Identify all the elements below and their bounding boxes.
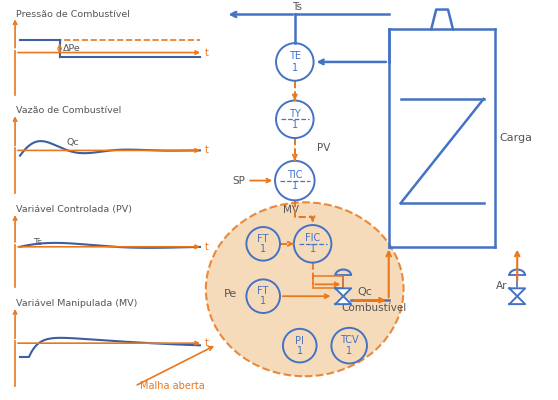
Text: MV: MV [283, 205, 299, 215]
Text: TIC: TIC [287, 170, 302, 180]
Text: TY: TY [289, 109, 301, 119]
Polygon shape [335, 296, 351, 304]
Text: 1: 1 [292, 120, 298, 130]
Polygon shape [509, 288, 525, 296]
Text: Ts: Ts [292, 2, 302, 12]
Text: 1: 1 [292, 62, 298, 72]
Text: FT: FT [257, 234, 269, 244]
Text: 1: 1 [346, 346, 352, 356]
Text: Vazão de Combustível: Vazão de Combustível [16, 106, 121, 116]
Text: TE: TE [289, 51, 301, 61]
Text: t: t [205, 338, 209, 348]
Text: Ts: Ts [33, 238, 42, 247]
Text: PV: PV [316, 143, 330, 153]
Text: Malha aberta: Malha aberta [140, 381, 204, 391]
Ellipse shape [206, 202, 403, 376]
Text: Ar: Ar [496, 281, 507, 291]
Text: t: t [205, 146, 209, 156]
Text: 1: 1 [260, 296, 266, 306]
Text: TCV: TCV [340, 335, 358, 345]
Text: PI: PI [295, 336, 304, 346]
Text: t: t [205, 48, 209, 58]
Text: Carga: Carga [499, 133, 532, 143]
Text: FIC: FIC [305, 233, 320, 243]
Text: Variável Controlada (PV): Variável Controlada (PV) [16, 205, 132, 214]
Text: Qc: Qc [357, 287, 372, 297]
Text: Pressão de Combustível: Pressão de Combustível [16, 10, 130, 18]
Text: FT: FT [257, 286, 269, 296]
Text: 1: 1 [297, 346, 303, 356]
Text: Combustível: Combustível [341, 303, 407, 313]
Text: SP: SP [233, 176, 246, 186]
Text: Qc: Qc [66, 138, 79, 147]
Text: Pe: Pe [224, 289, 238, 299]
Text: 1: 1 [260, 244, 266, 254]
Bar [312, 276, 343, 288]
Polygon shape [335, 288, 351, 296]
Text: ΔPe: ΔPe [62, 44, 80, 53]
Text: t: t [205, 242, 209, 252]
Text: Variável Manipulada (MV): Variável Manipulada (MV) [16, 299, 137, 308]
Text: 1: 1 [310, 244, 316, 254]
Text: 1: 1 [292, 182, 298, 192]
Polygon shape [509, 296, 525, 304]
